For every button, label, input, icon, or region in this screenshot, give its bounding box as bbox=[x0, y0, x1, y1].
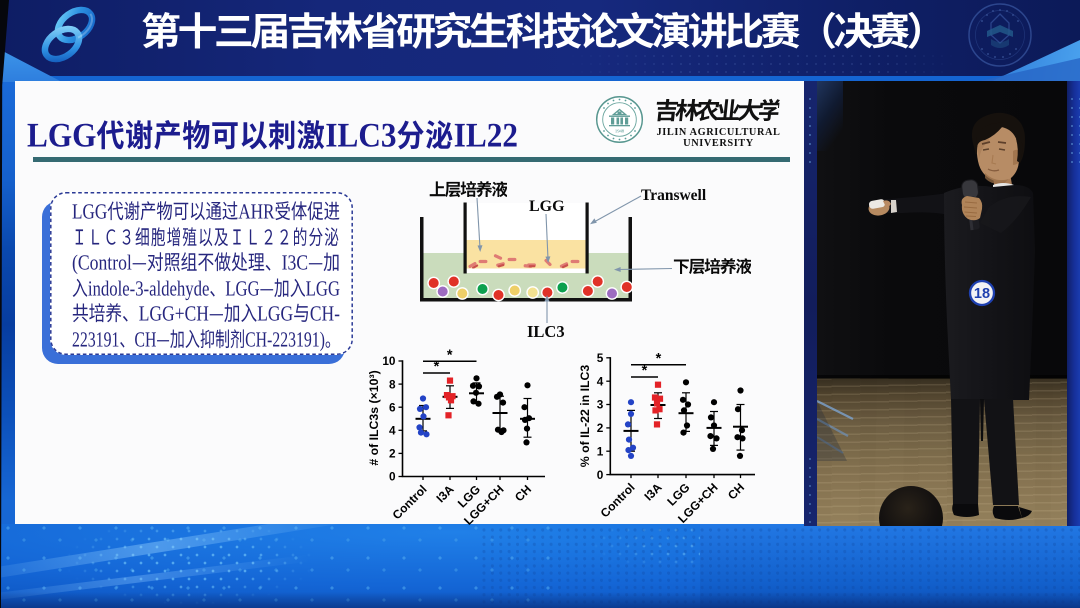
svg-text:10: 10 bbox=[382, 354, 396, 368]
svg-text:I3A: I3A bbox=[642, 480, 665, 503]
svg-text:*: * bbox=[642, 363, 648, 379]
svg-text:CH: CH bbox=[725, 480, 747, 502]
svg-text:Control: Control bbox=[598, 480, 638, 520]
svg-text:% of IL-22 in ILC3: % of IL-22 in ILC3 bbox=[578, 365, 592, 468]
svg-text:5: 5 bbox=[597, 351, 604, 365]
svg-text:Control: Control bbox=[390, 482, 430, 522]
svg-text:I3A: I3A bbox=[434, 482, 457, 505]
svg-text:# of ILC3s (×10³): # of ILC3s (×10³) bbox=[367, 370, 381, 465]
svg-text:18: 18 bbox=[974, 286, 990, 302]
svg-text:*: * bbox=[656, 351, 662, 367]
svg-text:CH: CH bbox=[512, 482, 534, 504]
svg-text:1948: 1948 bbox=[615, 129, 625, 134]
svg-text:1: 1 bbox=[597, 444, 604, 458]
svg-text:4: 4 bbox=[597, 374, 604, 388]
svg-text:0: 0 bbox=[389, 470, 396, 484]
svg-text:3: 3 bbox=[597, 398, 604, 412]
svg-text:*: * bbox=[447, 347, 453, 363]
svg-text:0: 0 bbox=[597, 468, 604, 482]
svg-text:8: 8 bbox=[389, 377, 396, 391]
svg-text:4: 4 bbox=[389, 424, 396, 438]
svg-text:2: 2 bbox=[389, 447, 396, 461]
svg-text:*: * bbox=[434, 359, 440, 375]
svg-text:6: 6 bbox=[389, 400, 396, 414]
svg-text:2: 2 bbox=[597, 421, 604, 435]
